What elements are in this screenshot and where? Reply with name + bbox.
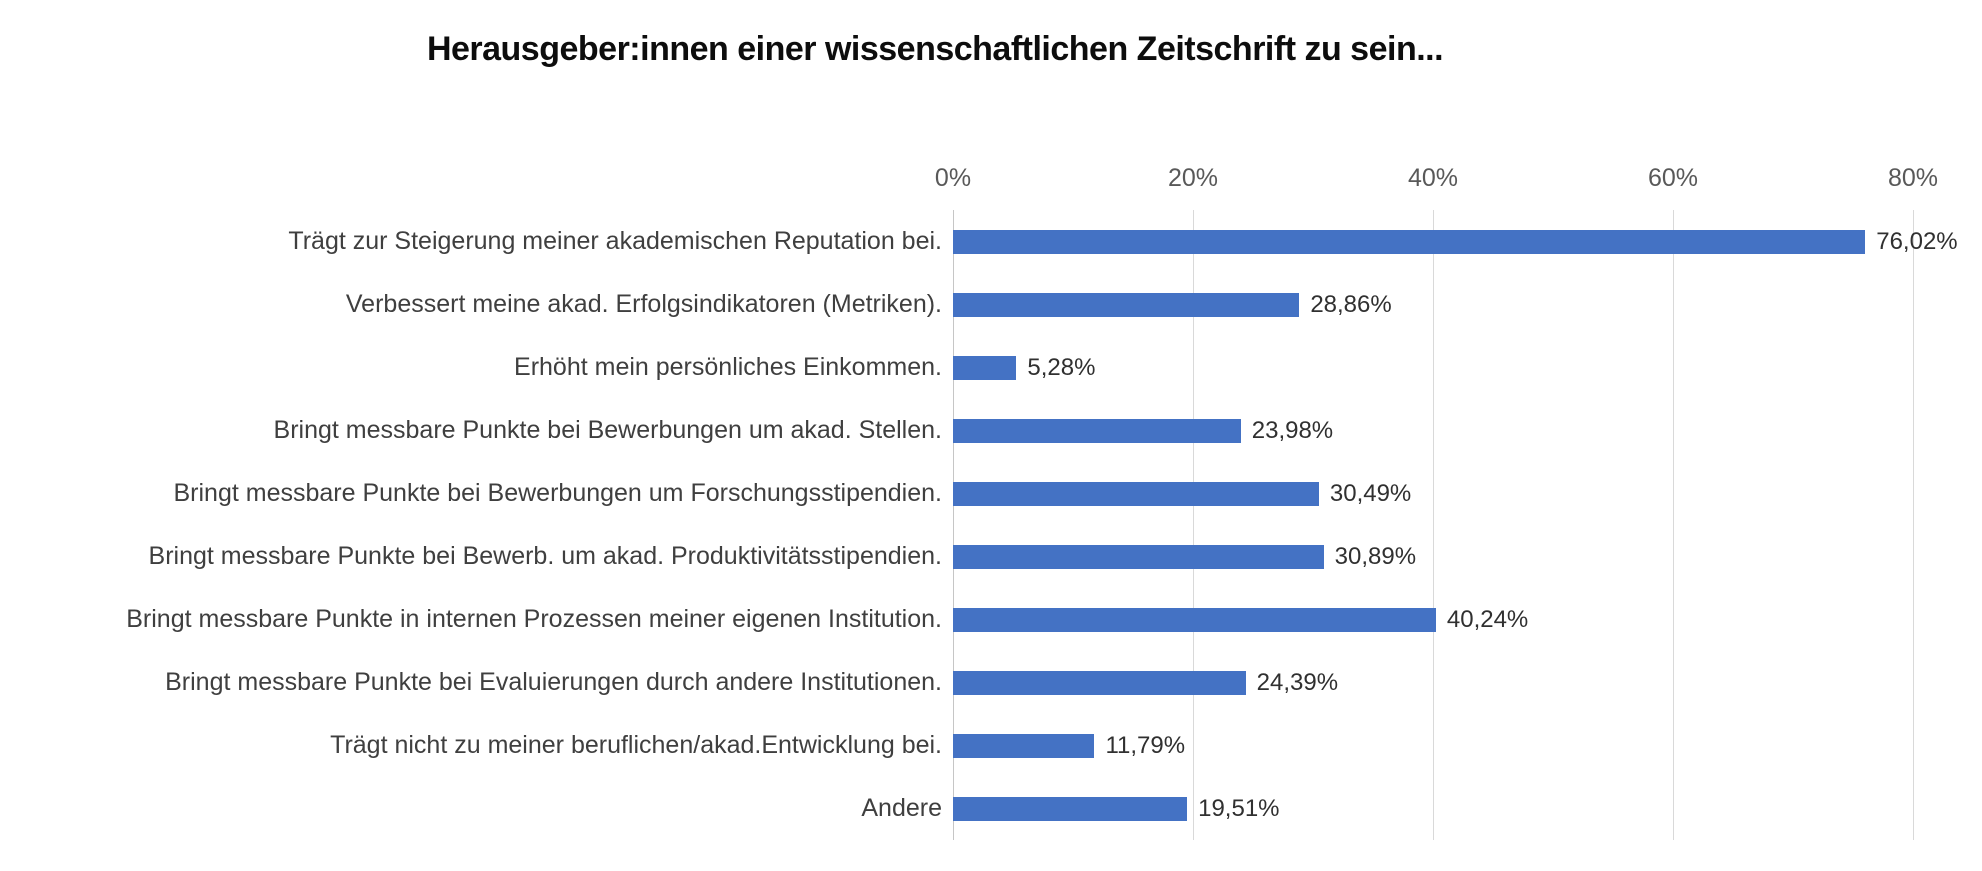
bar <box>953 229 1866 254</box>
gridline <box>1192 210 1194 840</box>
category-label: Bringt messbare Punkte bei Bewerbungen u… <box>273 416 942 444</box>
chart-row: Bringt messbare Punkte bei Bewerb. um ak… <box>149 525 1913 588</box>
category-label: Bringt messbare Punkte bei Bewerb. um ak… <box>148 542 942 570</box>
chart-title: Herausgeber:innen einer wissenschaftlich… <box>426 30 1444 68</box>
plot-area: 0% 20% 40% 60% 80% Trägt zur Steigerung meine… <box>126 166 1958 840</box>
category-label: Verbessert meine akad. Erfolgsindikatore… <box>345 290 942 318</box>
bar <box>953 733 1095 758</box>
chart-row: Bringt messbare Punkte bei Bewerbungen u… <box>274 399 1913 462</box>
bar <box>953 292 1300 317</box>
chart-row: Andere 19,51% <box>861 777 1913 840</box>
chart-row: Trägt zur Steigerung meiner akademischen… <box>288 210 1957 273</box>
bar <box>953 607 1436 632</box>
x-axis-tick-label: 80% <box>1887 164 1939 192</box>
chart-row: Trägt nicht zu meiner beruflichen/akad.E… <box>330 714 1913 777</box>
category-label: Bringt messbare Punkte bei Bewerbungen u… <box>173 479 943 507</box>
category-label: Bringt messbare Punkte in internen Proze… <box>126 605 942 633</box>
value-label: 30,89% <box>1334 542 1417 570</box>
x-axis-tick-label: 40% <box>1407 164 1459 192</box>
value-label: 24,39% <box>1256 668 1339 696</box>
category-label: Bringt messbare Punkte bei Evaluierungen… <box>165 668 942 696</box>
gridline <box>1672 210 1674 840</box>
bar <box>953 355 1017 380</box>
chart-row: Verbessert meine akad. Erfolgsindikatore… <box>346 273 1913 336</box>
x-axis-tick-label: 60% <box>1647 164 1699 192</box>
chart-row: Erhöht mein persönliches Einkommen. 5,28% <box>514 336 1913 399</box>
value-label: 19,51% <box>1198 794 1280 822</box>
chart-row: Bringt messbare Punkte in internen Proze… <box>126 588 1913 651</box>
gridline <box>1432 210 1434 840</box>
value-label: 76,02% <box>1876 227 1958 255</box>
category-label: Trägt nicht zu meiner beruflichen/akad.E… <box>330 731 942 759</box>
category-label: Andere <box>861 794 942 822</box>
bar <box>953 544 1324 569</box>
bar <box>953 670 1246 695</box>
gridline <box>1912 210 1914 840</box>
x-axis-tick-label: 20% <box>1167 164 1219 192</box>
value-label: 23,98% <box>1251 416 1334 444</box>
value-label: 40,24% <box>1446 605 1529 633</box>
chart-row: Bringt messbare Punkte bei Bewerbungen u… <box>174 462 1913 525</box>
bar <box>953 418 1241 443</box>
category-label: Erhöht mein persönliches Einkommen. <box>514 353 942 381</box>
x-axis-tick-label: 0% <box>934 164 972 192</box>
category-label: Trägt zur Steigerung meiner akademischen… <box>288 227 942 255</box>
bar <box>953 481 1319 506</box>
value-label: 30,49% <box>1329 479 1412 507</box>
value-label: 5,28% <box>1027 353 1096 381</box>
value-label: 11,79% <box>1105 731 1186 759</box>
chart-row: Bringt messbare Punkte bei Evaluierungen… <box>165 651 1913 714</box>
value-label: 28,86% <box>1310 290 1392 318</box>
category-axis-line <box>952 210 954 840</box>
bar <box>953 796 1188 821</box>
